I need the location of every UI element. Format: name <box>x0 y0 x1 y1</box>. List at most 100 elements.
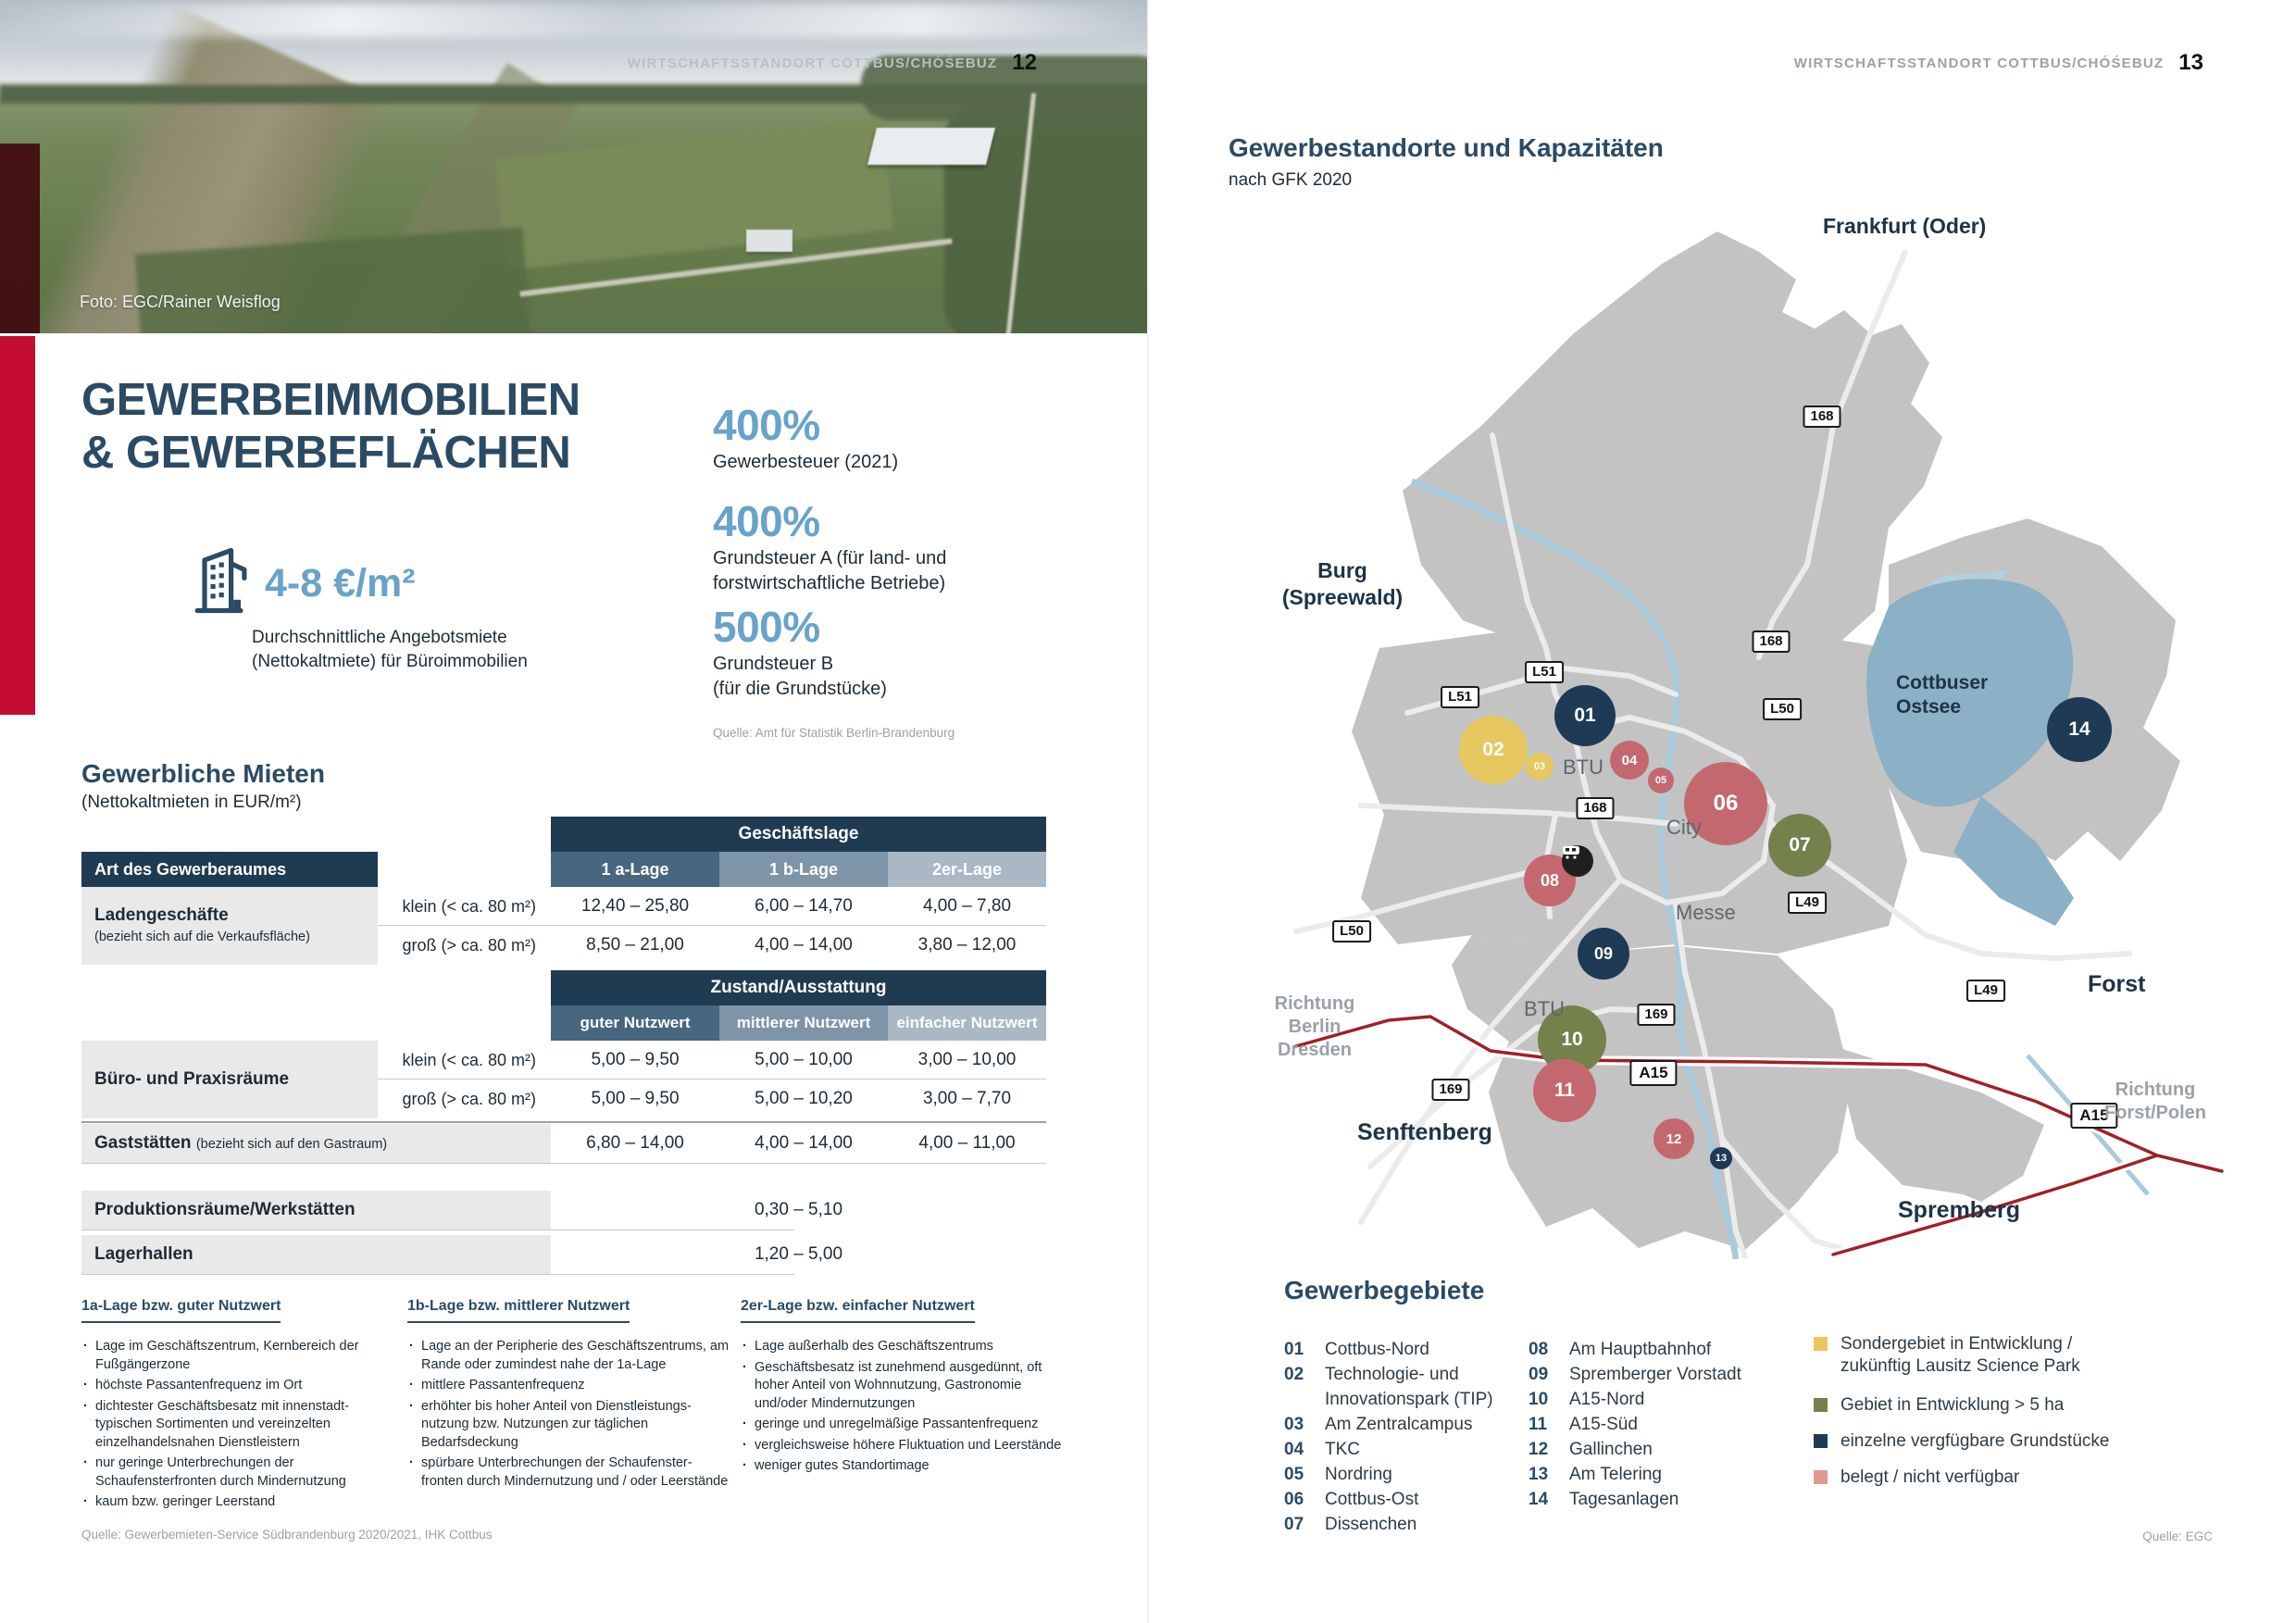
size-klein: klein (< ca. 80 m²) <box>402 896 536 916</box>
legend-item-07: 07 Dissenchen <box>1284 1512 1525 1537</box>
road-shield-169: 169 <box>1637 1004 1676 1026</box>
lake-tongue <box>1953 796 2074 926</box>
page-fold <box>1147 0 1149 1623</box>
place-label: Forst <box>2088 971 2146 997</box>
legend-item-number: 13 <box>1529 1465 1549 1484</box>
site-marker-05: 05 <box>1648 768 1674 793</box>
category-swatch <box>1814 1337 1828 1351</box>
footnote-bullet: Lage im Geschäftszentrum, Kernbereich de… <box>81 1338 392 1374</box>
page-number: 12 <box>1012 50 1037 75</box>
photo-trees <box>861 56 1148 120</box>
river-spree <box>1410 478 1740 1259</box>
legend-item-08: 08 Am Hauptbahnhof <box>1529 1337 1788 1362</box>
road-shield-L49: L49 <box>1966 980 2005 1002</box>
stat-value: 400% <box>713 401 820 449</box>
size-gross: groß (> ca. 80 m²) <box>402 935 536 955</box>
train-station-marker <box>1562 845 1593 877</box>
footnote-heading: 1a-Lage bzw. guter Nutzwert <box>81 1298 281 1323</box>
legend-item-number: 03 <box>1284 1415 1304 1434</box>
category-swatch <box>1814 1398 1828 1412</box>
page-header-text: WIRTSCHAFTSSTANDORT COTTBUS/CHÓŚEBUZ <box>627 55 998 71</box>
table-value: 6,00 – 14,70 <box>755 896 853 916</box>
legend-item-name: Technologie- und Innovationspark (TIP) <box>1325 1365 1493 1409</box>
page-header-right: WIRTSCHAFTSSTANDORT COTTBUS/CHÓŚEBUZ 13 <box>1794 50 2203 76</box>
legend-item-name: A15-Nord <box>1569 1390 1645 1409</box>
lake-cottbuser-ostsee <box>1866 579 2074 807</box>
map-base <box>1292 231 2227 1259</box>
legend-item-name: Am Telering <box>1569 1465 1662 1484</box>
table-value: 8,50 – 21,00 <box>586 935 684 955</box>
footnote-bullet: Lage an der Peripherie des Geschäftszent… <box>407 1338 731 1374</box>
table-source: Quelle: Gewerbemieten-Service Südbranden… <box>81 1528 493 1542</box>
site-marker-02: 02 <box>1459 716 1528 784</box>
legend-item-number: 10 <box>1529 1390 1549 1409</box>
map-subtitle: nach GFK 2020 <box>1229 170 1353 190</box>
legend-item-name: Am Zentralcampus <box>1325 1415 1473 1434</box>
site-marker-14: 14 <box>2047 697 2112 762</box>
category-label: Gebiet in Entwicklung > 5 ha <box>1841 1395 2065 1415</box>
row-label: Gaststätten <box>94 1133 192 1153</box>
stat-caption: Grundsteuer B (für die Grundstücke) <box>713 654 887 699</box>
legend-item-name: Tagesanlagen <box>1569 1490 1679 1509</box>
rents-table: Geschäftslage 1 a-Lage 1 b-Lage 2er-Lage… <box>81 817 1046 1280</box>
road-shield-A15: A15 <box>2070 1103 2118 1129</box>
legend-list-col1: 01 Cottbus-Nord 02 Technologie- und Innovat… <box>1284 1337 1525 1537</box>
footnote-heading: 1b-Lage bzw. mittlerer Nutzwert <box>407 1298 630 1323</box>
row-label-gaststaetten: Gaststätten (bezieht sich auf den Gastra… <box>81 1124 551 1163</box>
table-title: Gewerbliche Mieten <box>81 759 325 788</box>
stats-source: Quelle: Amt für Statistik Berlin-Branden… <box>713 726 955 740</box>
train-icon <box>1563 846 1579 859</box>
place-label: City <box>1666 816 1702 839</box>
legend-category: einzelne vergfügbare Grundstücke <box>1814 1430 2147 1453</box>
footnote-bullet: geringe und unregelmäßige Passantenfrequ… <box>741 1416 1065 1434</box>
footnote-bullet: höchste Passantenfrequenz im Ort <box>81 1377 392 1395</box>
table-value: 4,00 – 14,00 <box>755 935 853 955</box>
legend-category: belegt / nicht verfügbar <box>1814 1467 2147 1489</box>
row-label-produktion: Produktionsräume/Werkstätten <box>81 1191 551 1230</box>
page-header-left: WIRTSCHAFTSSTANDORT COTTBUS/CHÓŚEBUZ 12 <box>628 50 1037 76</box>
footnote-bullet: erhöhter bis hoher Anteil von Dienstleis… <box>407 1398 731 1453</box>
rent-stat-value: 4-8 €/m² <box>265 561 416 606</box>
legend-title: Gewerbegebiete <box>1284 1276 1485 1305</box>
road-shield-L51: L51 <box>1525 661 1564 683</box>
place-label: Richtung Forst/Polen <box>2103 1080 2207 1123</box>
stat-value: 500% <box>713 603 820 651</box>
site-marker-13: 13 <box>1710 1147 1732 1169</box>
legend-item-12: 12 Gallinchen <box>1529 1437 1788 1462</box>
place-label: Frankfurt (Oder) <box>1823 214 1987 238</box>
table-value: 4,00 – 11,00 <box>918 1133 1016 1153</box>
photo-clouds <box>0 4 1148 37</box>
map-title: Gewerbestandorte und Kapazitäten <box>1229 133 1664 162</box>
road-shield-L49: L49 <box>1788 892 1827 914</box>
stat-value: 400% <box>713 497 820 545</box>
page-title-line1: GEWERBEIMMOBILIEN <box>81 375 580 425</box>
legend-item-04: 04 TKC <box>1284 1437 1525 1462</box>
legend-item-06: 06 Cottbus-Ost <box>1284 1487 1525 1512</box>
legend-item-name: TKC <box>1325 1440 1360 1459</box>
footnote-bullet: vergleichsweise höhere Fluktuation und L… <box>741 1437 1065 1455</box>
place-label: BTU <box>1524 997 1565 1020</box>
table-value: 5,00 – 10,20 <box>755 1089 853 1108</box>
legend-list-col2: 08 Am Hauptbahnhof 09 Spremberger Vorstadt 1… <box>1529 1337 1788 1512</box>
map-source: Quelle: EGC <box>2142 1529 2213 1543</box>
page-header-text: WIRTSCHAFTSSTANDORT COTTBUS/CHÓŚEBUZ <box>1793 55 2165 71</box>
table-value: 5,00 – 9,50 <box>591 1050 680 1069</box>
legend-item-name: Nordring <box>1325 1465 1392 1484</box>
page-number: 13 <box>2178 50 2203 75</box>
category-swatch <box>1814 1470 1828 1484</box>
table-value: 6,80 – 14,00 <box>586 1133 684 1153</box>
stat-grundsteuer-a: 400% Grundsteuer A (für land- und forstw… <box>713 496 946 596</box>
row-label-note: (bezieht sich auf den Gastraum) <box>195 1137 388 1152</box>
footnote-2er: 2er-Lage bzw. einfacher Nutzwert Lage au… <box>741 1298 1065 1479</box>
table-value: 5,00 – 10,00 <box>755 1050 853 1069</box>
road-shield-169: 169 <box>1431 1079 1470 1101</box>
legend-item-number: 08 <box>1529 1340 1549 1359</box>
legend-item-name: A15-Süd <box>1569 1415 1638 1434</box>
stat-caption: Grundsteuer A (für land- und forstwirtsc… <box>713 548 947 593</box>
stat-grundsteuer-b: 500% Grundsteuer B (für die Grundstücke) <box>713 602 887 702</box>
footnote-bullet: spürbare Unterbrechungen der Schaufenste… <box>407 1454 731 1491</box>
site-marker-04: 04 <box>1610 741 1649 780</box>
col-mittlerer-nutzwert: mittlerer Nutzwert <box>719 1005 888 1041</box>
place-label: Cottbuser Ostsee <box>1896 672 1989 718</box>
